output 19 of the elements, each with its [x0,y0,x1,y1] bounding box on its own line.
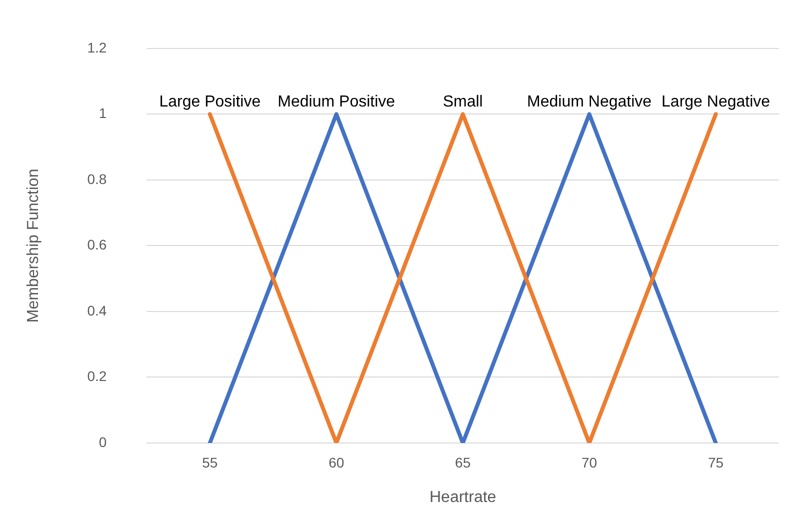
x-tick-label: 65 [455,454,471,470]
x-tick-label: 60 [328,454,344,470]
y-axis-title: Membership Function [25,168,42,323]
annotation: Large Positive [159,94,261,111]
annotation: Medium Positive [278,94,396,111]
x-tick-label: 70 [582,454,598,470]
y-tick-label: 0.8 [87,170,107,187]
y-tick-label: 1.2 [87,39,107,56]
y-tick-label: 0.2 [87,368,107,384]
y-tick-label: 1 [98,105,107,122]
x-axis-title: Heartrate [429,488,496,506]
x-tick-label: 55 [202,454,218,470]
y-tick-label: 0 [98,434,107,450]
x-tick-label: 75 [708,454,724,470]
annotation: Large Negative [662,94,770,111]
y-tick-label: 0.6 [87,236,107,253]
annotation: Small [442,94,483,111]
y-tick-label: 0.4 [87,302,107,318]
annotation: Medium Negative [527,94,652,111]
